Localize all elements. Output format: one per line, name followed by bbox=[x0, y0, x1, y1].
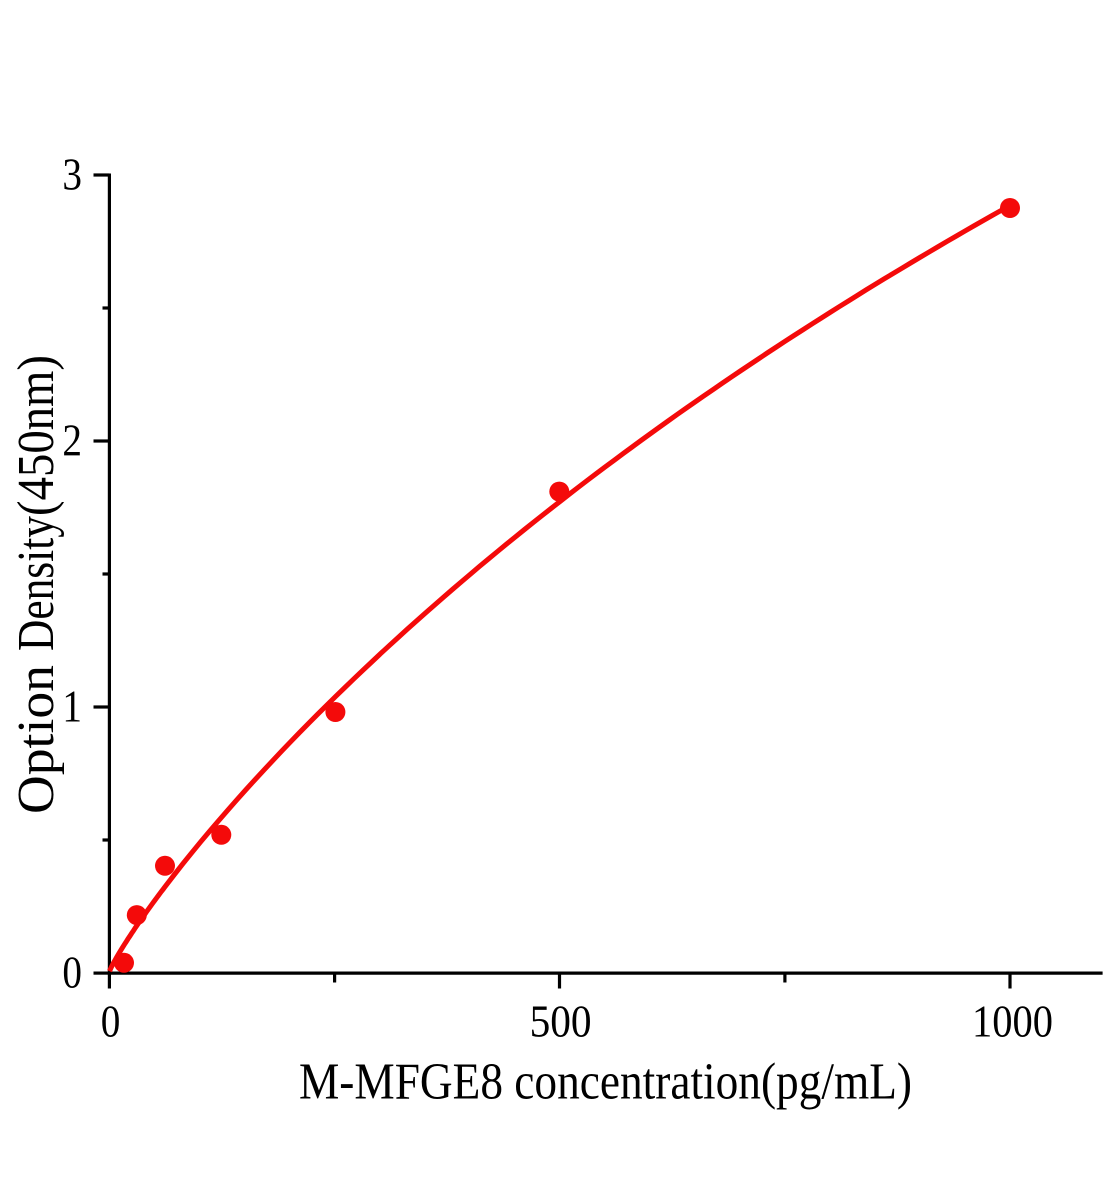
svg-text:1000: 1000 bbox=[972, 997, 1053, 1047]
svg-text:0: 0 bbox=[101, 997, 121, 1047]
svg-text:Option: Option bbox=[8, 665, 65, 814]
svg-text:1: 1 bbox=[62, 681, 82, 731]
svg-text:3: 3 bbox=[62, 149, 82, 199]
svg-text:Density: Density bbox=[8, 516, 65, 651]
svg-text:500: 500 bbox=[530, 997, 592, 1047]
svg-text:M-MFGE8 concentration(pg/mL): M-MFGE8 concentration(pg/mL) bbox=[299, 1054, 912, 1111]
svg-text:2: 2 bbox=[62, 415, 82, 465]
svg-text:(450nm): (450nm) bbox=[8, 355, 65, 516]
svg-text:0: 0 bbox=[62, 947, 82, 997]
